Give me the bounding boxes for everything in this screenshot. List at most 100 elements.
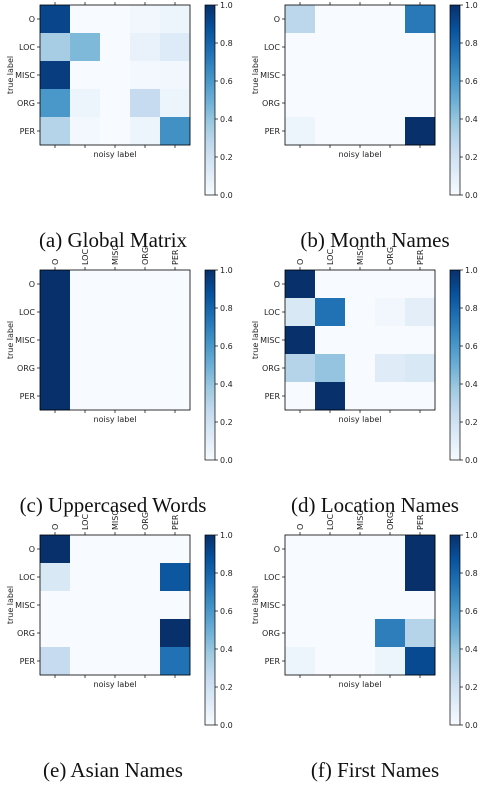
heatmap-cell-2-3 xyxy=(345,298,376,327)
heatmap-cell-4-4 xyxy=(130,354,161,383)
heatmap-panel-6: O LOC MISC ORG PER O LOC MISC ORG PER noisy label t… xyxy=(251,510,478,782)
heatmap-cell-1-5 xyxy=(405,535,436,564)
x-tick-label: O xyxy=(296,259,305,265)
colorbar-tick-label: 0.8 xyxy=(220,569,233,578)
x-tick-label: MISC xyxy=(111,510,120,530)
heatmap-cell-5-1 xyxy=(285,382,316,411)
heatmap-cell-5-4 xyxy=(375,647,406,676)
y-tick-label: ORG xyxy=(262,364,280,373)
heatmap-cell-1-1 xyxy=(285,5,316,34)
colorbar-tick-label: 0.0 xyxy=(465,721,478,730)
y-axis-label: true label xyxy=(251,56,260,94)
heatmap-cell-4-3 xyxy=(345,619,376,648)
colorbar-tick-label: 0.0 xyxy=(220,721,233,730)
heatmap-cell-1-4 xyxy=(130,270,161,299)
heatmap-cell-4-1 xyxy=(285,89,316,118)
heatmap-cell-1-5 xyxy=(160,270,191,299)
heatmap-cell-3-3 xyxy=(345,591,376,620)
y-axis-label: true label xyxy=(6,586,15,624)
heatmap-cell-3-5 xyxy=(405,591,436,620)
y-tick-label: ORG xyxy=(262,629,280,638)
y-tick-label: ORG xyxy=(17,99,35,108)
heatmap-cell-2-1 xyxy=(40,563,71,592)
heatmap-cell-5-4 xyxy=(130,117,161,146)
heatmap-cell-2-5 xyxy=(405,298,436,327)
x-axis-label: noisy label xyxy=(339,415,382,424)
colorbar-tick-label: 1.0 xyxy=(465,266,478,275)
x-tick-label: MISC xyxy=(111,245,120,265)
heatmap-cell-1-1 xyxy=(285,535,316,564)
y-tick-label: MISC xyxy=(260,71,280,80)
heatmap-cell-4-2 xyxy=(70,619,101,648)
x-tick-label: PER xyxy=(171,514,180,530)
y-axis-label: true label xyxy=(251,586,260,624)
heatmap-cell-3-5 xyxy=(160,591,191,620)
heatmap-cell-3-4 xyxy=(375,326,406,355)
colorbar-tick-label: 0.2 xyxy=(220,418,233,427)
y-tick-label: LOC xyxy=(264,43,280,52)
heatmap-cell-1-3 xyxy=(100,5,131,34)
heatmap-cell-1-2 xyxy=(315,270,346,299)
colorbar xyxy=(449,4,461,196)
heatmap-cell-1-2 xyxy=(70,270,101,299)
colorbar-tick-label: 0.0 xyxy=(465,191,478,200)
y-tick-label: PER xyxy=(265,657,281,666)
heatmap-cell-5-2 xyxy=(315,117,346,146)
heatmap-cell-5-4 xyxy=(130,647,161,676)
x-axis-label: noisy label xyxy=(339,680,382,689)
heatmap-cell-4-2 xyxy=(70,89,101,118)
heatmap-cell-3-4 xyxy=(375,61,406,90)
heatmap-cell-4-1 xyxy=(40,619,71,648)
x-tick-label: ORG xyxy=(386,247,395,265)
y-tick-label: MISC xyxy=(260,336,280,345)
y-axis-label: true label xyxy=(6,321,15,359)
heatmap-cell-4-2 xyxy=(70,354,101,383)
heatmap-cell-1-4 xyxy=(375,5,406,34)
y-tick-label: ORG xyxy=(17,364,35,373)
y-tick-label: LOC xyxy=(19,308,35,317)
heatmap-cell-3-2 xyxy=(70,61,101,90)
heatmap-cell-4-1 xyxy=(40,354,71,383)
colorbar-tick-label: 0.4 xyxy=(220,115,233,124)
heatmap-cell-3-2 xyxy=(315,61,346,90)
heatmap-cell-1-5 xyxy=(405,270,436,299)
colorbar-tick-label: 0.8 xyxy=(465,304,478,313)
x-axis-label: noisy label xyxy=(339,150,382,159)
heatmap-cell-4-1 xyxy=(285,354,316,383)
heatmap-panel-5: O LOC MISC ORG PER O LOC MISC ORG PER noisy label t… xyxy=(6,510,233,782)
heatmap-cell-4-3 xyxy=(100,89,131,118)
y-axis-label: true label xyxy=(6,56,15,94)
heatmap-cell-3-3 xyxy=(100,326,131,355)
colorbar-tick-label: 0.2 xyxy=(220,683,233,692)
heatmap-cell-1-2 xyxy=(70,5,101,34)
heatmap-cell-2-4 xyxy=(130,298,161,327)
heatmap-cell-2-2 xyxy=(70,33,101,62)
heatmap-cell-5-4 xyxy=(375,382,406,411)
panel-caption: (f) First Names xyxy=(311,758,439,782)
heatmap-cell-2-3 xyxy=(100,33,131,62)
heatmap-cell-4-5 xyxy=(160,619,191,648)
colorbar-tick-label: 0.0 xyxy=(220,191,233,200)
x-axis-label: noisy label xyxy=(94,680,137,689)
heatmap-cell-5-5 xyxy=(160,117,191,146)
heatmap-cell-1-2 xyxy=(70,535,101,564)
colorbar-tick-label: 0.8 xyxy=(465,39,478,48)
x-tick-label: LOC xyxy=(326,514,335,530)
x-tick-label: LOC xyxy=(326,249,335,265)
heatmap-cell-5-4 xyxy=(375,117,406,146)
colorbar-tick-label: 0.0 xyxy=(465,456,478,465)
colorbar-tick-label: 0.4 xyxy=(465,645,478,654)
heatmap-cell-3-1 xyxy=(285,591,316,620)
colorbar-tick-label: 0.4 xyxy=(465,115,478,124)
heatmap-cell-5-5 xyxy=(160,647,191,676)
heatmap-cell-5-2 xyxy=(315,382,346,411)
heatmap-cell-5-2 xyxy=(70,647,101,676)
x-tick-label: O xyxy=(51,524,60,530)
heatmap-cell-4-4 xyxy=(130,89,161,118)
x-tick-label: PER xyxy=(416,249,425,265)
heatmap-cell-2-4 xyxy=(375,33,406,62)
heatmap-cell-3-1 xyxy=(40,326,71,355)
heatmap-cell-1-1 xyxy=(40,535,71,564)
